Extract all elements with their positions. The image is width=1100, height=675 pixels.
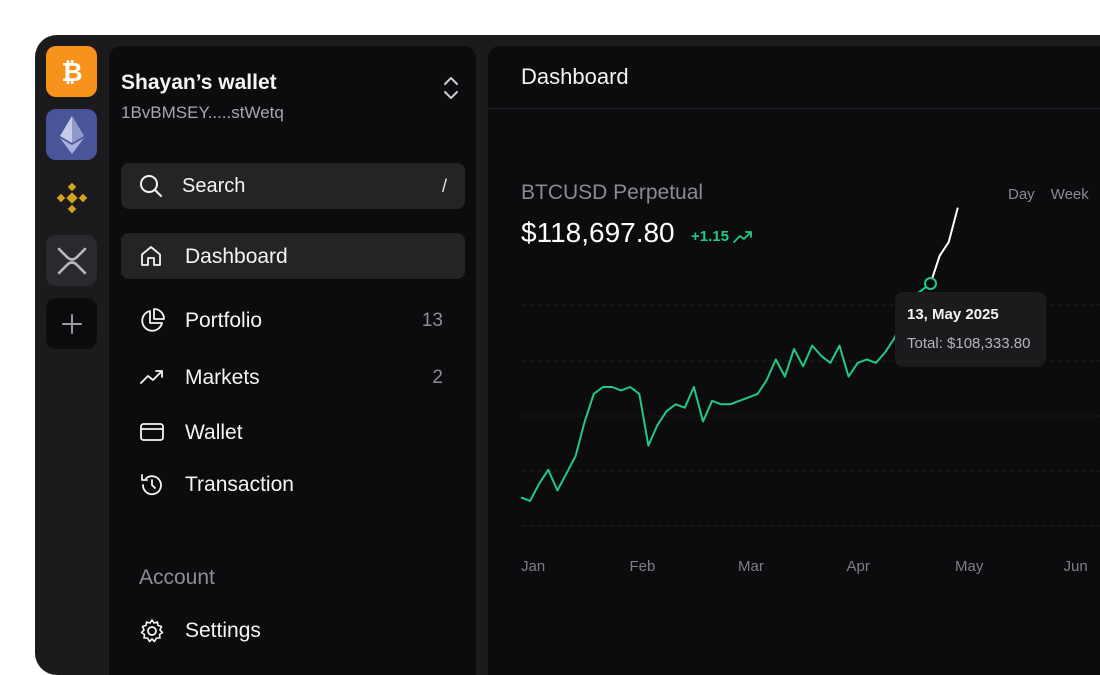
search-input[interactable]: Search / (121, 163, 465, 209)
search-shortcut: / (441, 176, 447, 196)
trend-up-icon (733, 230, 752, 243)
account-heading: Account (139, 566, 215, 589)
nav-count: 13 (421, 310, 443, 331)
nav-label: Dashboard (185, 245, 288, 268)
main-header: Dashboard (488, 46, 1100, 109)
nav-item-wallet[interactable]: Wallet (121, 409, 465, 455)
nav-item-portfolio[interactable]: Portfolio 13 (121, 297, 465, 343)
nav-label: Wallet (185, 421, 243, 444)
search-label: Search (182, 175, 246, 197)
x-tick-label: Apr (847, 558, 870, 575)
ethereum-icon (59, 115, 84, 154)
x-tick-label: Mar (738, 558, 764, 575)
plus-icon (61, 313, 82, 334)
sidebar: Shayan’s wallet 1BvBMSEY.....stWetq Sear… (109, 46, 476, 675)
xrp-wallet-button[interactable] (46, 235, 97, 286)
app-window: ₿ Shayan’s walle (35, 35, 1100, 675)
gear-icon (140, 619, 164, 643)
series-line (520, 282, 932, 502)
nav-label: Portfolio (185, 309, 263, 332)
home-icon (141, 246, 161, 266)
price-change-value: +1.15 (691, 228, 729, 245)
nav-item-transaction[interactable]: Transaction (121, 461, 465, 507)
wallet-name: Shayan’s wallet (121, 71, 277, 94)
chevron-up-down-icon[interactable] (441, 74, 461, 102)
svg-text:₿: ₿ (61, 57, 82, 87)
wallet-address: 1BvBMSEY.....stWetq (121, 103, 284, 122)
bitcoin-icon: ₿ (61, 57, 82, 87)
nav-label: Settings (185, 619, 261, 642)
bitcoin-wallet-button[interactable]: ₿ (46, 46, 97, 97)
price-value: $118,697.80 (521, 217, 675, 248)
pie-chart-icon (141, 308, 165, 332)
tooltip-date: 13, May 2025 (907, 306, 999, 323)
price-change: +1.15 (691, 228, 753, 245)
history-icon (141, 474, 162, 496)
main-panel: Dashboard BTCUSD Perpetual $118,697.80 +… (488, 46, 1100, 675)
nav-item-markets[interactable]: Markets 2 (121, 354, 465, 400)
page-title: Dashboard (521, 64, 629, 89)
x-tick-label: May (955, 558, 984, 575)
pair-title: BTCUSD Perpetual (521, 181, 704, 204)
series-line-forecast (929, 207, 959, 284)
nav-item-settings[interactable]: Settings (121, 607, 465, 653)
range-tab-week[interactable]: Week (1050, 186, 1089, 203)
trend-up-icon (140, 370, 163, 384)
xrp-icon (57, 247, 86, 274)
add-wallet-button[interactable] (46, 298, 97, 349)
price-chart: Jan Feb Mar Apr May Jun (520, 207, 1100, 575)
nav-label: Markets (185, 366, 260, 389)
highlight-point[interactable] (924, 277, 937, 290)
chart-tooltip: 13, May 2025 Total: $108,333.80 (895, 292, 1046, 367)
x-tick-label: Jun (1064, 558, 1088, 575)
range-tabs: Day Week (1008, 186, 1089, 203)
x-tick-label: Feb (630, 558, 656, 575)
tooltip-total: Total: $108,333.80 (907, 335, 1031, 352)
binance-icon (56, 182, 87, 213)
credit-card-icon (140, 423, 164, 441)
x-tick-label: Jan (521, 558, 545, 575)
ethereum-wallet-button[interactable] (46, 109, 97, 160)
search-icon (140, 175, 162, 197)
binance-wallet-button[interactable] (46, 172, 97, 223)
nav-item-dashboard[interactable]: Dashboard (121, 233, 465, 279)
range-tab-day[interactable]: Day (1008, 186, 1035, 203)
nav-count: 2 (432, 367, 443, 388)
nav-label: Transaction (185, 473, 294, 496)
